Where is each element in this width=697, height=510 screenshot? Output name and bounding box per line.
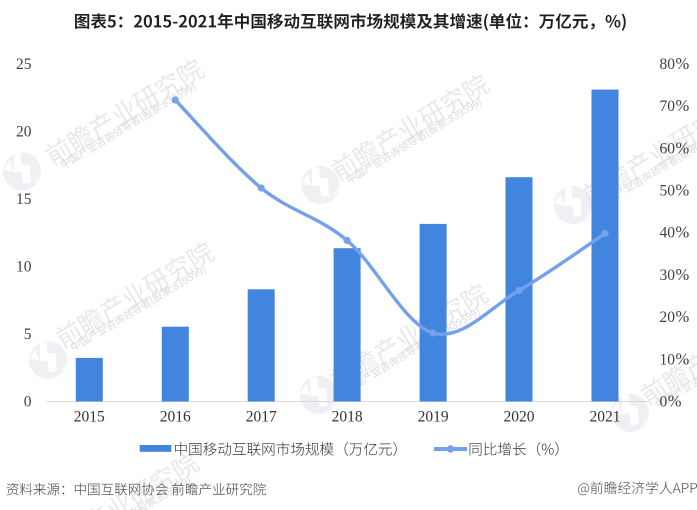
svg-text:2021: 2021 <box>590 409 621 426</box>
svg-text:15: 15 <box>16 191 32 208</box>
svg-text:60%: 60% <box>660 138 690 157</box>
svg-text:2020: 2020 <box>504 409 535 426</box>
svg-text:20%: 20% <box>660 307 690 326</box>
svg-text:2018: 2018 <box>332 409 363 426</box>
svg-text:25: 25 <box>16 56 32 73</box>
svg-text:2017: 2017 <box>246 409 277 426</box>
svg-text:0: 0 <box>24 394 32 411</box>
svg-text:2015: 2015 <box>74 409 105 426</box>
svg-text:50%: 50% <box>660 181 690 200</box>
svg-text:40%: 40% <box>660 223 690 242</box>
svg-text:2019: 2019 <box>418 409 449 426</box>
svg-text:20: 20 <box>16 124 32 141</box>
svg-text:10%: 10% <box>660 349 690 368</box>
svg-text:80%: 80% <box>660 54 690 73</box>
svg-text:5: 5 <box>24 326 32 343</box>
svg-text:70%: 70% <box>660 96 690 115</box>
svg-text:30%: 30% <box>660 265 690 284</box>
svg-text:2016: 2016 <box>160 409 191 426</box>
svg-text:10: 10 <box>16 259 32 276</box>
svg-text:0%: 0% <box>660 392 682 411</box>
